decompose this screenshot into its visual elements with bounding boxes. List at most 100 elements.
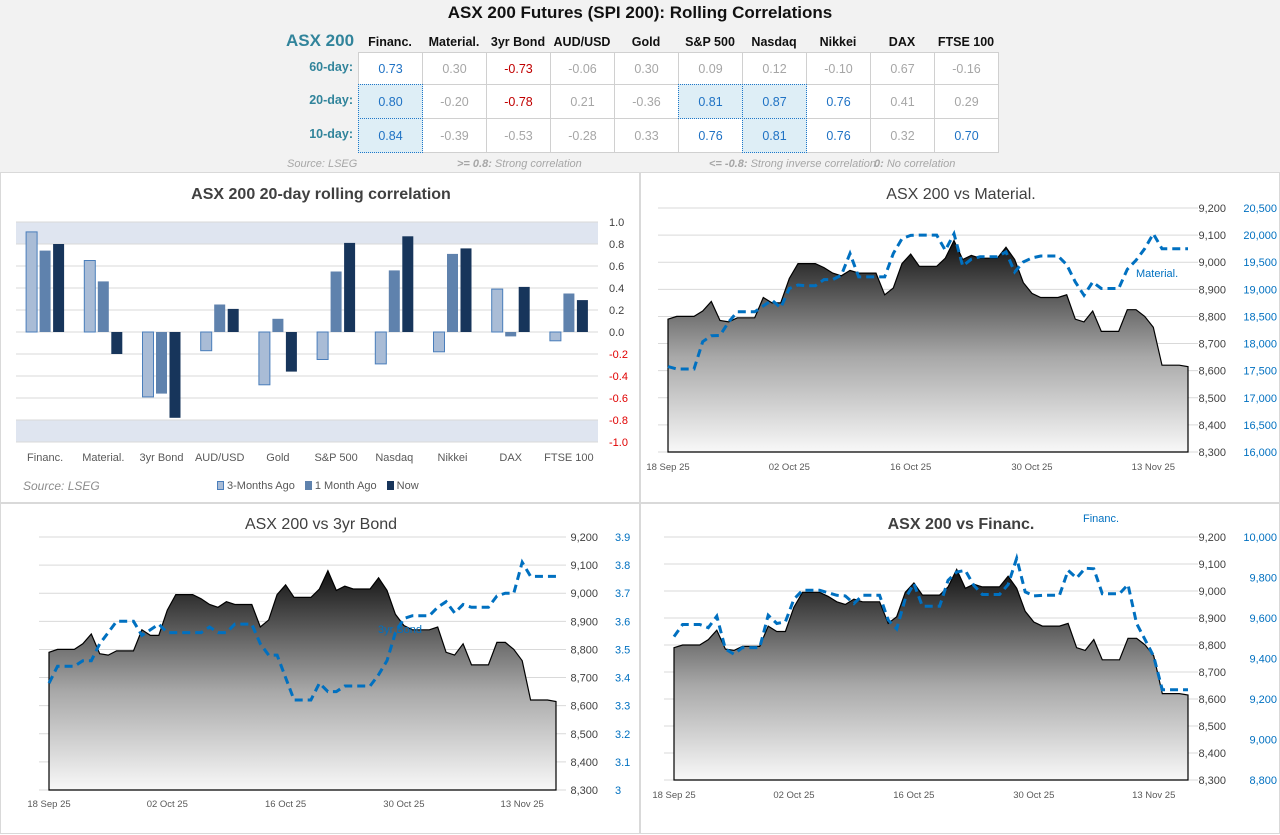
bar-1-month-ago xyxy=(330,271,342,332)
line-area-chart: 9,200 9,100 9,000 8,900 8,800 8,700 8,600 8,500… xyxy=(27,532,630,810)
correlation-cell: -0.16 xyxy=(934,52,999,85)
right-axis-label: 3.5 xyxy=(615,644,630,656)
right-axis-label: 8,800 xyxy=(1249,775,1277,787)
bar-now xyxy=(460,248,472,332)
correlation-cell: -0.20 xyxy=(422,84,487,119)
correlation-cell: 0.76 xyxy=(806,84,871,119)
left-axis-label: 8,500 xyxy=(1198,721,1226,733)
right-axis-label: 19,500 xyxy=(1243,257,1277,269)
correlation-cell: 0.67 xyxy=(870,52,935,85)
y-tick-label: -0.8 xyxy=(609,415,628,427)
correlation-cell: 0.21 xyxy=(550,84,615,119)
x-tick-label: 18 Sep 25 xyxy=(27,799,70,810)
correlation-band xyxy=(16,222,598,244)
column-header: FTSE 100 xyxy=(937,35,995,49)
correlation-cell: 0.87 xyxy=(742,84,807,119)
right-axis-label: 9,600 xyxy=(1249,613,1277,625)
none-note: 0: No correlation xyxy=(874,158,955,170)
bar-1-month-ago xyxy=(39,250,51,332)
x-tick-label: AUD/USD xyxy=(195,452,245,464)
correlation-cell: 0.76 xyxy=(806,118,871,153)
x-tick-label: 30 Oct 25 xyxy=(1013,790,1054,801)
left-axis-label: 9,200 xyxy=(1198,532,1226,544)
bar-1-month-ago xyxy=(388,270,400,332)
strong-note: >= 0.8: Strong correlation xyxy=(457,158,582,170)
correlation-cell: -0.53 xyxy=(486,118,551,153)
bar-now xyxy=(576,300,588,332)
inverse-key: <= -0.8: xyxy=(709,158,748,170)
bar-1-month-ago xyxy=(156,332,167,394)
left-axis-label: 8,900 xyxy=(1198,284,1226,296)
x-tick-label: 30 Oct 25 xyxy=(1011,462,1052,473)
x-tick-label: Gold xyxy=(266,452,289,464)
y-tick-label: -0.2 xyxy=(609,349,628,361)
right-axis-label: 18,500 xyxy=(1243,311,1277,323)
left-axis-label: 8,500 xyxy=(1198,393,1226,405)
series-label: Financ. xyxy=(1083,513,1119,525)
column-header: Nikkei xyxy=(819,35,857,49)
x-tick-label: Financ. xyxy=(27,452,63,464)
source-note: Source: LSEG xyxy=(287,158,358,170)
right-axis-label: 3.7 xyxy=(615,588,630,600)
bar-now xyxy=(402,236,414,332)
bar-3-months-ago xyxy=(258,331,271,386)
right-axis-label: 9,000 xyxy=(1249,735,1277,747)
brand-label: ASX 200 xyxy=(286,31,355,50)
correlation-cell: -0.39 xyxy=(422,118,487,153)
right-axis-label: 16,000 xyxy=(1243,447,1277,459)
row-label: 20-day: xyxy=(309,93,353,107)
correlation-cell: 0.12 xyxy=(742,52,807,85)
y-tick-label: 0.4 xyxy=(609,283,624,295)
correlation-header: ASX 200 Futures (SPI 200): Rolling Corre… xyxy=(0,0,1280,173)
column-header: 3yr Bond xyxy=(490,35,546,49)
left-axis-label: 8,300 xyxy=(570,785,598,797)
bar-3-months-ago xyxy=(433,331,445,353)
x-tick-label: DAX xyxy=(499,452,522,464)
left-axis-label: 8,600 xyxy=(1198,366,1226,378)
left-axis-label: 8,400 xyxy=(1198,420,1226,432)
legend-item-now: Now xyxy=(386,480,419,492)
correlation-cell: 0.32 xyxy=(870,118,935,153)
bond-chart-panel: 9,200 9,100 9,000 8,900 8,800 8,700 8,600 8,500… xyxy=(0,503,640,834)
left-axis-label: 9,100 xyxy=(1198,230,1226,242)
legend-swatch xyxy=(386,481,394,490)
right-axis-label: 3.6 xyxy=(615,616,630,628)
series-label: Material. xyxy=(1136,268,1178,280)
correlation-cell: -0.28 xyxy=(550,118,615,153)
chart-title: ASX 200 vs Material. xyxy=(886,186,1036,203)
left-axis-label: 8,900 xyxy=(570,616,598,628)
x-tick-label: S&P 500 xyxy=(314,452,357,464)
bar-3-months-ago xyxy=(374,331,387,365)
column-header: Financ. xyxy=(368,35,412,49)
left-axis-label: 9,000 xyxy=(1198,257,1226,269)
x-tick-label: 16 Oct 25 xyxy=(890,462,931,473)
strong-text: Strong correlation xyxy=(494,158,582,170)
right-axis-label: 3.2 xyxy=(615,729,630,741)
left-axis-label: 8,800 xyxy=(1198,311,1226,323)
bar-chart-panel: 1.0 0.8 0.6 0.4 0.2 0.0 -0.2 -0.4 -0.6 -0.8 -1.0 Fi… xyxy=(0,172,640,503)
x-tick-label: FTSE 100 xyxy=(544,452,594,464)
bar-3-months-ago xyxy=(25,231,38,333)
legend-item-1-month: 1 Month Ago xyxy=(304,480,377,492)
left-axis-label: 8,300 xyxy=(1198,447,1226,459)
correlation-cell: 0.81 xyxy=(678,84,743,119)
x-tick-label: 30 Oct 25 xyxy=(383,799,424,810)
bar-chart: 1.0 0.8 0.6 0.4 0.2 0.0 -0.2 -0.4 -0.6 -0.8 -1.0 Fi… xyxy=(16,217,628,464)
correlation-cell: -0.78 xyxy=(486,84,551,119)
left-axis-label: 8,700 xyxy=(570,673,598,685)
bar-now xyxy=(227,308,239,332)
series-label: 3yr Bond xyxy=(378,624,422,636)
right-axis-label: 17,000 xyxy=(1243,393,1277,405)
correlation-cell: 0.33 xyxy=(614,118,679,153)
y-tick-label: 1.0 xyxy=(609,217,624,229)
right-axis-label: 3.3 xyxy=(615,701,630,713)
left-axis-label: 9,200 xyxy=(570,532,598,544)
correlation-cell: 0.30 xyxy=(422,52,487,85)
x-tick-label: 02 Oct 25 xyxy=(147,799,188,810)
bar-1-month-ago xyxy=(505,332,517,337)
y-tick-label: 0.0 xyxy=(609,327,624,339)
right-axis-label: 20,500 xyxy=(1243,203,1277,215)
left-axis-label: 9,000 xyxy=(1198,586,1226,598)
asx200-area xyxy=(673,567,1189,781)
left-axis-label: 8,300 xyxy=(1198,775,1226,787)
